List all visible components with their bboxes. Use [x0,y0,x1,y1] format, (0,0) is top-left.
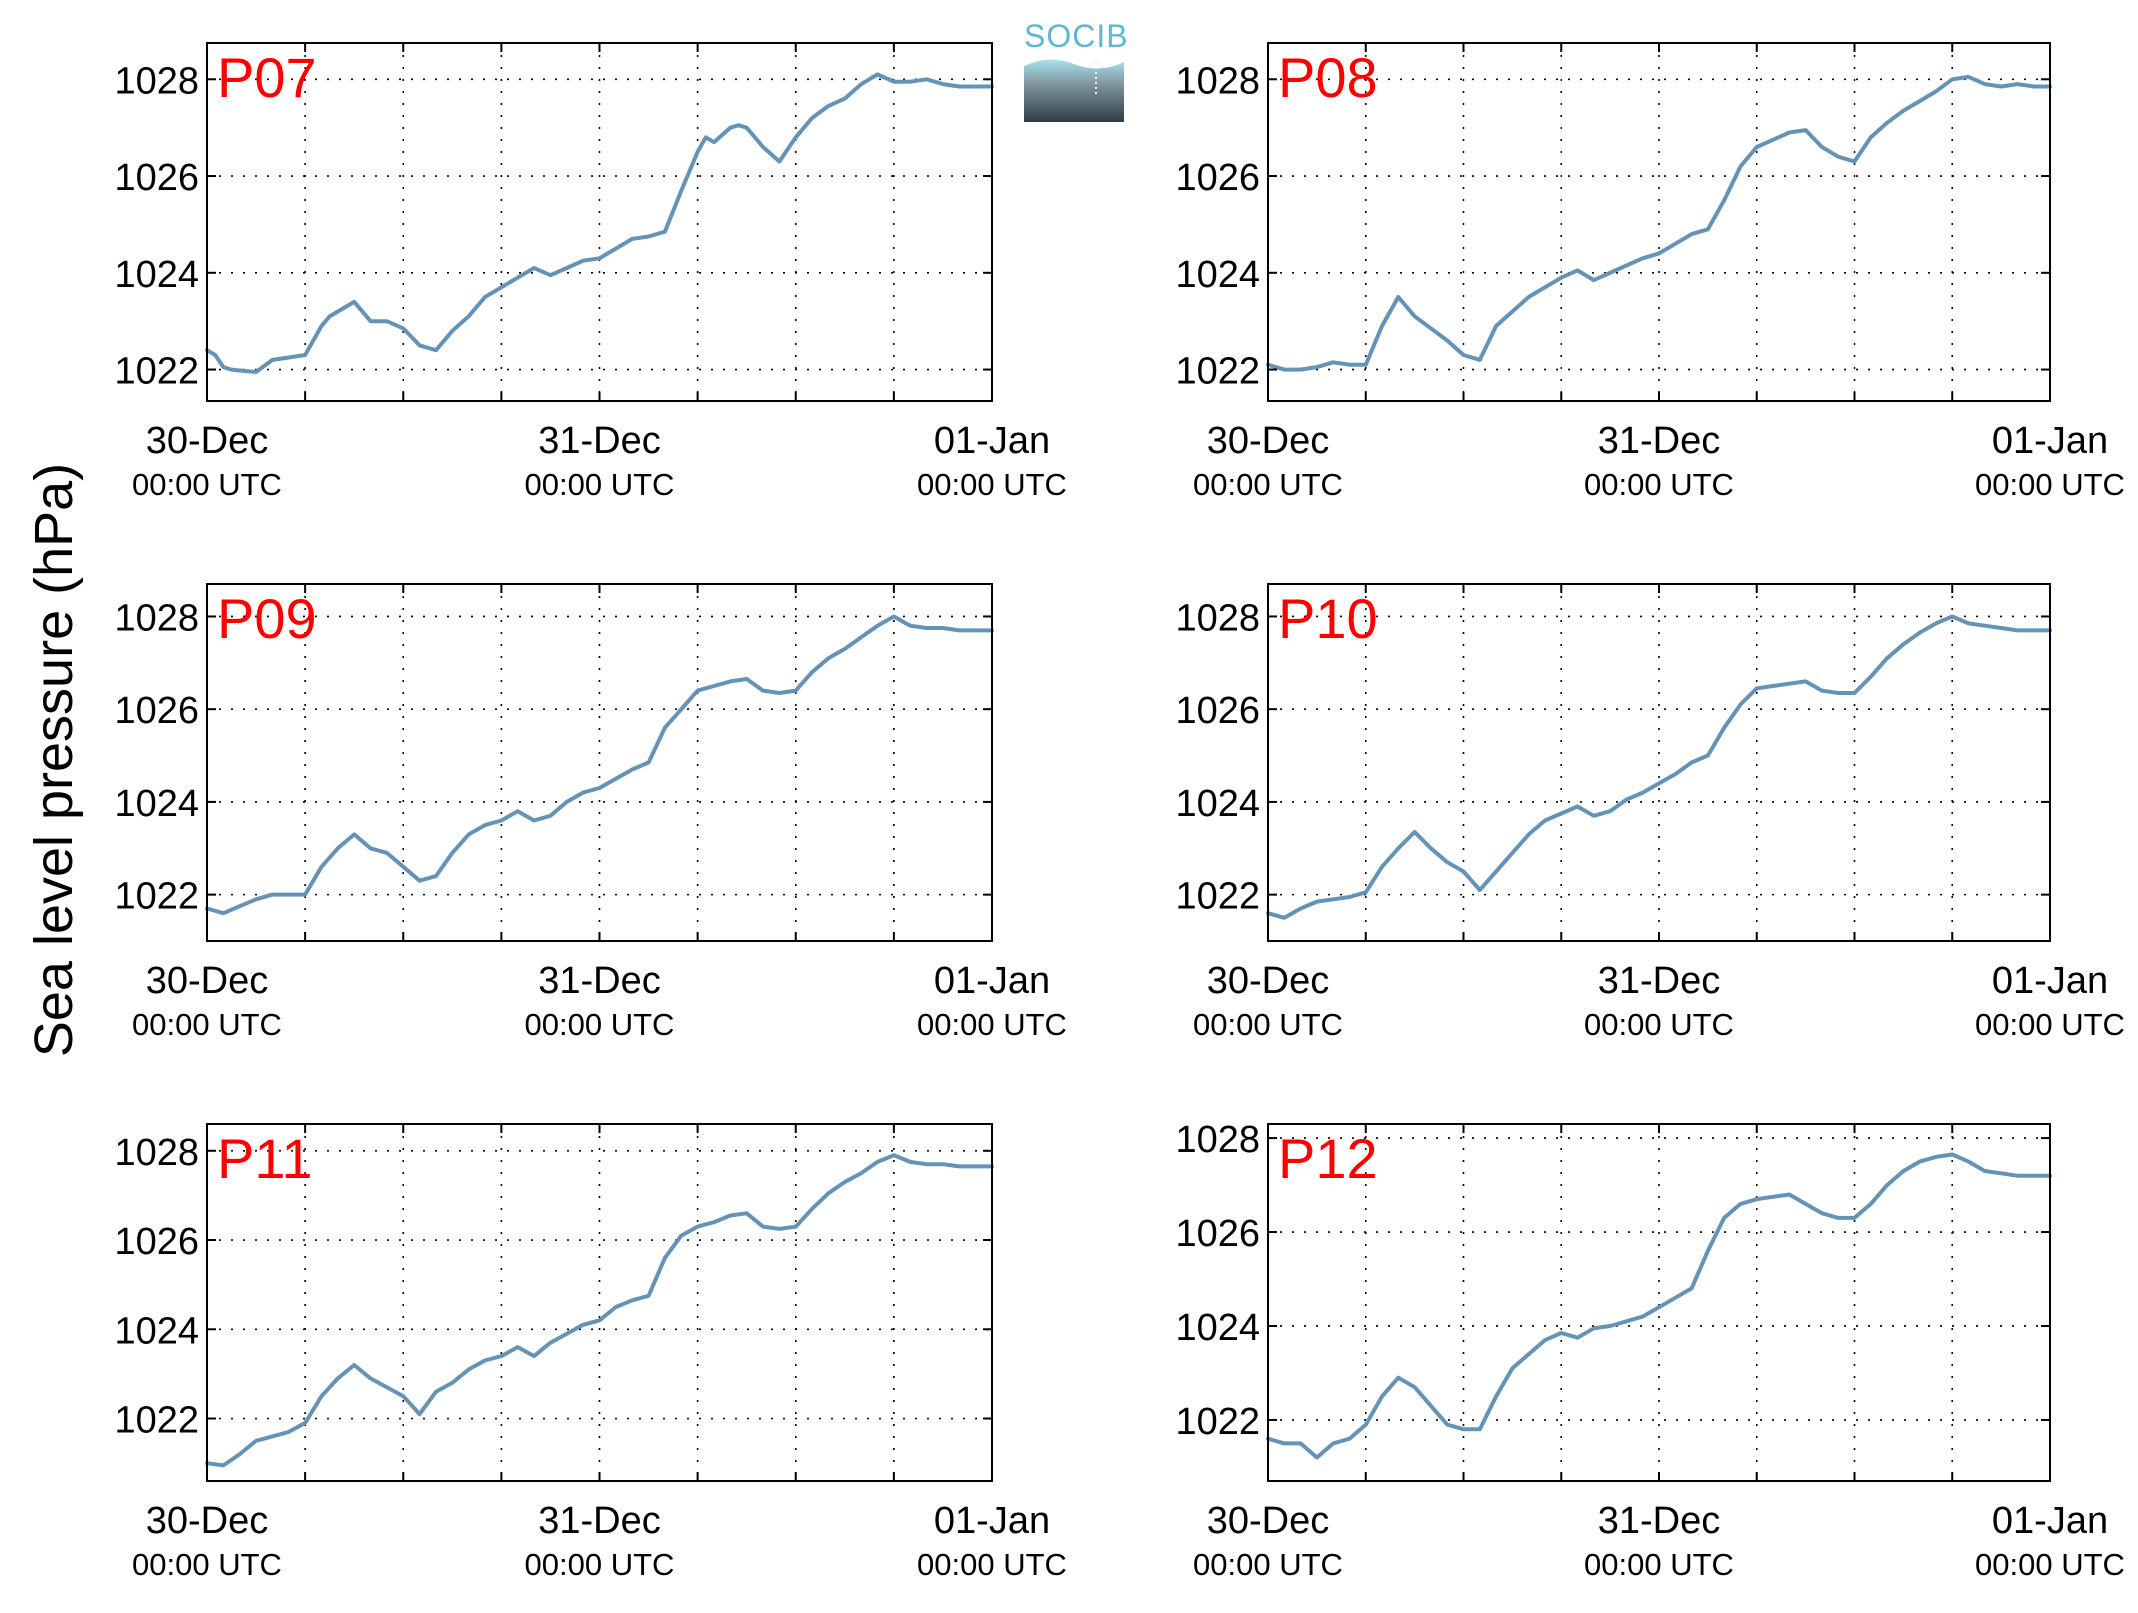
x-tick-time: 00:00 UTC [1193,1007,1343,1042]
panel-label: P07 [217,46,317,109]
y-tick-label: 1022 [1175,1401,1260,1443]
x-tick-time: 00:00 UTC [1975,1007,2125,1042]
series-line [205,1153,994,1468]
series-line [205,614,994,916]
y-tick-label: 1028 [1175,597,1260,639]
series-line [1266,1152,2052,1460]
x-tick-time: 00:00 UTC [525,1547,675,1582]
x-tick-date: 31-Dec [1598,1500,1721,1542]
x-tick-date: 01-Jan [934,960,1050,1002]
x-tick-date: 01-Jan [1992,960,2108,1002]
y-tick-label: 1026 [1175,690,1260,732]
y-tick-label: 1026 [114,690,199,732]
y-tick-label: 1022 [114,351,199,393]
y-tick-label: 1022 [1175,876,1260,918]
y-tick-label: 1024 [1175,1307,1260,1349]
panel-label: P10 [1278,587,1378,650]
y-tick-label: 1028 [1175,1119,1260,1161]
x-tick-time: 00:00 UTC [917,1547,1067,1582]
x-tick-date: 30-Dec [1207,960,1330,1002]
y-tick-label: 1024 [114,1310,199,1352]
x-tick-time: 00:00 UTC [1193,1547,1343,1582]
panel-label: P11 [217,1127,312,1190]
x-tick-time: 00:00 UTC [1584,1007,1734,1042]
y-tick-label: 1026 [114,1221,199,1263]
x-tick-date: 30-Dec [146,420,269,462]
axes-frame [206,42,993,402]
y-tick-label: 1026 [1175,1213,1260,1255]
series-line [1266,614,2052,920]
x-tick-time: 00:00 UTC [1193,467,1343,502]
panel-p09: 1022 1024 1026 1028 30-Dec 00:00 UTC 31-Dec 00:… [114,583,1067,1042]
panel-p08: 1022 1024 1026 1028 30-Dec 00:00 UTC 31-Dec 00:… [1175,42,2125,502]
x-tick-date: 30-Dec [146,1500,269,1542]
x-tick-date: 31-Dec [1598,420,1721,462]
x-tick-time: 00:00 UTC [132,1547,282,1582]
y-tick-label: 1024 [114,254,199,296]
x-tick-date: 30-Dec [146,960,269,1002]
panel-label: P09 [217,587,317,650]
socib-logo: SOCIB [1024,18,1129,122]
x-tick-date: 01-Jan [934,420,1050,462]
x-tick-date: 30-Dec [1207,1500,1330,1542]
x-tick-time: 00:00 UTC [132,1007,282,1042]
axes-frame [1267,583,2051,942]
panel-p12: 1022 1024 1026 1028 30-Dec 00:00 UTC 31-Dec 00:… [1175,1119,2125,1582]
series-line [205,72,994,374]
axes-frame [1267,1123,2051,1482]
panel-p11: 1022 1024 1026 1028 30-Dec 00:00 UTC 31-Dec 00:… [114,1123,1067,1582]
x-tick-time: 00:00 UTC [1975,1547,2125,1582]
x-tick-date: 01-Jan [934,1500,1050,1542]
y-tick-label: 1024 [1175,783,1260,825]
y-tick-label: 1028 [1175,60,1260,102]
panel-p07: 1022 1024 1026 1028 30-Dec 00:00 UTC 31-Dec 00:… [114,42,1067,502]
x-tick-date: 31-Dec [538,960,661,1002]
x-tick-date: 30-Dec [1207,420,1330,462]
y-tick-label: 1028 [114,597,199,639]
x-tick-time: 00:00 UTC [1975,467,2125,502]
x-tick-date: 01-Jan [1992,420,2108,462]
y-tick-label: 1024 [1175,254,1260,296]
logo-text: SOCIB [1024,18,1129,54]
panel-label: P12 [1278,1127,1378,1190]
y-tick-label: 1022 [114,1400,199,1442]
x-tick-date: 01-Jan [1992,1500,2108,1542]
y-tick-label: 1028 [114,1132,199,1174]
y-tick-label: 1022 [1175,351,1260,393]
y-tick-label: 1026 [114,157,199,199]
logo-wave-icon [1024,59,1124,122]
y-tick-label: 1026 [1175,157,1260,199]
y-tick-label: 1024 [114,783,199,825]
y-tick-label: 1028 [114,60,199,102]
x-tick-time: 00:00 UTC [1584,1547,1734,1582]
series-line [1266,74,2052,372]
x-tick-time: 00:00 UTC [917,467,1067,502]
panel-p10: 1022 1024 1026 1028 30-Dec 00:00 UTC 31-Dec 00:… [1175,583,2125,1042]
x-tick-date: 31-Dec [538,420,661,462]
x-tick-time: 00:00 UTC [1584,467,1734,502]
axes-frame [206,1123,993,1482]
x-tick-time: 00:00 UTC [132,467,282,502]
x-tick-date: 31-Dec [538,1500,661,1542]
x-tick-time: 00:00 UTC [917,1007,1067,1042]
x-tick-time: 00:00 UTC [525,467,675,502]
x-tick-date: 31-Dec [1598,960,1721,1002]
panel-label: P08 [1278,46,1378,109]
y-tick-label: 1022 [114,876,199,918]
axes-frame [1267,42,2051,402]
axes-frame [206,583,993,942]
x-tick-time: 00:00 UTC [525,1007,675,1042]
